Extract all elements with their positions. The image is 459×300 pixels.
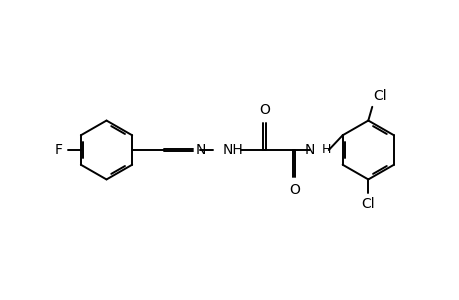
Text: O: O (258, 103, 269, 117)
Text: N: N (304, 142, 314, 157)
Text: N: N (195, 142, 205, 157)
Text: F: F (55, 143, 63, 157)
Text: H: H (321, 143, 330, 156)
Text: Cl: Cl (372, 89, 386, 103)
Text: O: O (288, 183, 299, 197)
Text: NH: NH (223, 142, 243, 157)
Text: Cl: Cl (361, 197, 374, 211)
